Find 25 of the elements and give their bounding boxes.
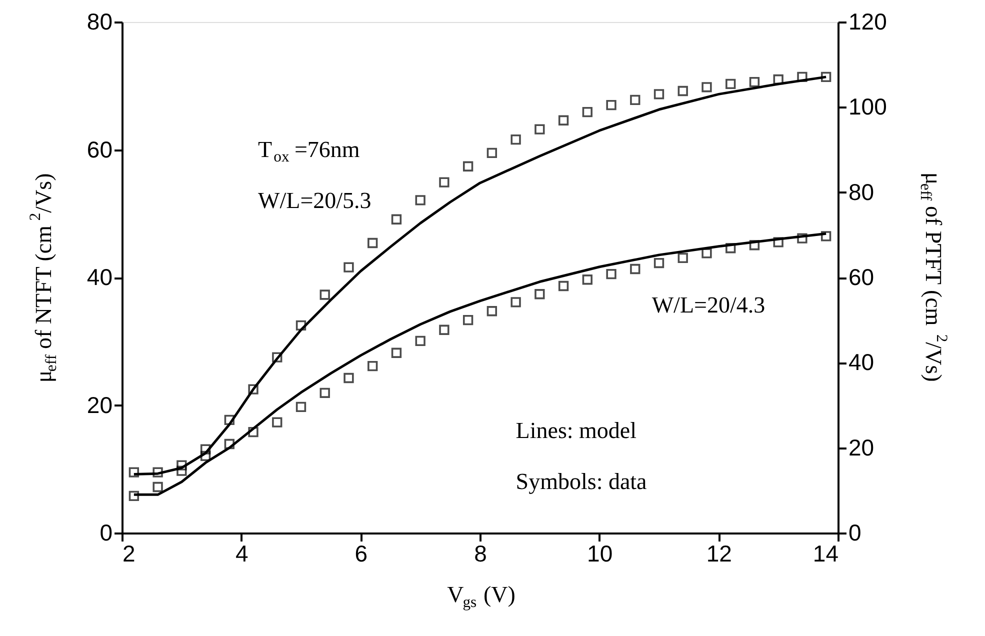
x-tick-label: 4	[235, 540, 248, 566]
y-tick-label: 80	[86, 8, 112, 34]
y2-tick-label: 40	[848, 349, 874, 376]
y-tick-label: 20	[86, 392, 112, 418]
y2-tick-label: 0	[848, 520, 862, 546]
x-tick-label: 14	[812, 540, 839, 566]
y2-tick-label: 80	[848, 178, 874, 205]
annotation: W/L=20/5.3	[258, 188, 372, 213]
x-tick-label: 6	[354, 540, 368, 566]
y2-axis-title: μeffof PTFT (cm 2/Vs)	[917, 172, 950, 382]
x-tick-label: 10	[587, 540, 613, 566]
annotation: W/L=20/4.3	[652, 292, 766, 318]
x-tick-label: 8	[474, 540, 487, 566]
y2-tick-label: 120	[848, 8, 887, 34]
y2-tick-label: 100	[848, 94, 887, 120]
annotation: Lines: model	[516, 418, 637, 443]
annotation: Symbols: data	[516, 468, 647, 494]
x-tick-label: 2	[122, 540, 136, 566]
x-tick-label: 12	[706, 540, 732, 566]
y-axis-title: μeff of NTFT (cm2/Vs)	[26, 173, 60, 383]
y-tick-label: 60	[86, 136, 112, 162]
y2-tick-label: 60	[848, 264, 874, 290]
y-tick-label: 0	[100, 520, 112, 546]
y2-tick-label: 20	[848, 434, 874, 460]
y-tick-label: 40	[86, 264, 112, 290]
